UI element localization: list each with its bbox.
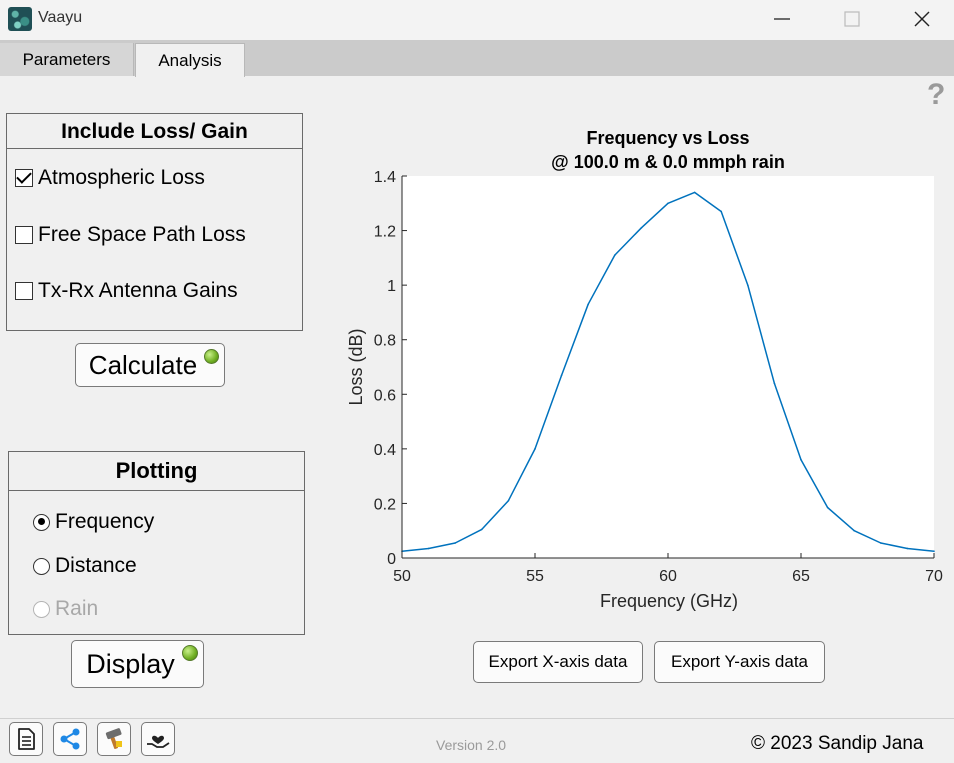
distance-label: Distance [55, 554, 137, 577]
data-point [614, 254, 616, 256]
checkbox-checked-icon [15, 169, 33, 187]
export-x-axis-button[interactable]: Export X-axis data [473, 641, 643, 683]
atmospheric-loss-label: Atmospheric Loss [38, 166, 205, 189]
close-button[interactable] [887, 0, 954, 38]
y-tick-label: 0.6 [374, 387, 396, 404]
y-tick-label: 0 [387, 551, 396, 568]
data-point [481, 528, 483, 531]
data-point [720, 210, 722, 213]
radio-unselected-icon [33, 557, 50, 575]
tools-button[interactable] [97, 722, 131, 756]
display-label: Display [86, 648, 175, 679]
tab-analysis[interactable]: Analysis [135, 43, 245, 77]
share-icon [60, 728, 80, 750]
data-point [534, 448, 536, 450]
plotting-title: Plotting [115, 458, 198, 483]
close-icon [914, 11, 930, 27]
data-point [880, 542, 882, 544]
y-tick-label: 1 [387, 278, 396, 295]
status-bar [0, 718, 954, 763]
report-button[interactable] [9, 722, 43, 756]
x-tick-label: 55 [526, 568, 544, 585]
y-tick-label: 0.2 [374, 496, 396, 513]
status-lamp-icon [182, 645, 198, 661]
maximize-button[interactable] [817, 0, 887, 38]
plot-area [402, 176, 934, 558]
calculate-button[interactable]: Calculate [75, 343, 225, 387]
help-icon[interactable]: ? [927, 78, 946, 111]
panel-divider [7, 148, 302, 149]
donate-button[interactable] [141, 722, 175, 756]
copyright-label: © 2023 Sandip Jana [751, 733, 924, 754]
data-point [640, 227, 643, 229]
minimize-button[interactable] [747, 0, 817, 38]
minimize-icon [774, 18, 790, 20]
data-point [693, 191, 696, 194]
frequency-radio[interactable]: Frequency [33, 509, 154, 535]
title-bar: Vaayu [0, 0, 954, 40]
panel-divider [9, 490, 304, 491]
frequency-label: Frequency [55, 510, 155, 533]
plotting-panel: Plotting Frequency Distance Rain [8, 451, 305, 635]
radio-selected-icon [33, 513, 50, 531]
rain-radio: Rain [33, 596, 98, 622]
share-button[interactable] [53, 722, 87, 756]
data-point [454, 542, 457, 544]
hammer-icon [105, 728, 122, 749]
checkbox-unchecked-icon [15, 226, 33, 244]
data-point [747, 284, 749, 286]
data-point [507, 499, 510, 502]
status-lamp-icon [204, 349, 219, 364]
y-tick-label: 1.4 [374, 169, 396, 186]
radio-disabled-icon [33, 600, 50, 618]
data-point [667, 202, 669, 205]
loss-gain-panel: Include Loss/ Gain Atmospheric Loss Free… [6, 113, 303, 331]
antenna-gains-label: Tx-Rx Antenna Gains [38, 279, 238, 302]
atmospheric-loss-checkbox[interactable]: Atmospheric Loss [15, 165, 205, 191]
calculate-label: Calculate [88, 349, 198, 380]
display-button[interactable]: Display [71, 640, 204, 688]
data-point [853, 529, 855, 532]
export-y-axis-button[interactable]: Export Y-axis data [654, 641, 825, 683]
x-axis-label: Frequency (GHz) [600, 591, 738, 611]
data-point [773, 382, 776, 385]
chart-title: Frequency vs Loss [586, 128, 750, 148]
data-point [587, 303, 589, 306]
data-point [826, 506, 829, 509]
x-tick-label: 70 [925, 568, 943, 585]
data-point [560, 374, 563, 376]
checkbox-unchecked-icon [15, 282, 33, 300]
x-tick-label: 50 [393, 568, 411, 585]
x-tick-label: 65 [792, 568, 810, 585]
document-icon [18, 728, 35, 750]
y-axis-label: Loss (dB) [346, 328, 366, 405]
x-tick-label: 60 [659, 568, 677, 585]
version-label: Version 2.0 [436, 737, 507, 753]
y-tick-label: 1.2 [374, 224, 396, 241]
rain-label: Rain [55, 597, 99, 620]
data-point [800, 458, 802, 461]
y-tick-label: 0.4 [374, 442, 396, 459]
chart-subtitle: @ 100.0 m & 0.0 mmph rain [551, 152, 785, 172]
loss-gain-title: Include Loss/ Gain [61, 120, 248, 143]
data-point [933, 550, 935, 552]
app-icon [8, 7, 32, 31]
distance-radio[interactable]: Distance [33, 553, 137, 579]
free-space-path-loss-checkbox[interactable]: Free Space Path Loss [15, 222, 246, 248]
data-point [906, 547, 909, 550]
tab-parameters[interactable]: Parameters [0, 43, 134, 76]
window-title: Vaayu [38, 9, 83, 26]
heart-hand-icon [147, 735, 170, 748]
tab-bar: Parameters Analysis [0, 40, 954, 77]
maximize-icon [844, 11, 860, 27]
free-space-path-loss-label: Free Space Path Loss [38, 223, 246, 246]
antenna-gains-checkbox[interactable]: Tx-Rx Antenna Gains [15, 278, 238, 304]
y-tick-label: 0.8 [374, 333, 396, 350]
data-point [427, 547, 430, 550]
